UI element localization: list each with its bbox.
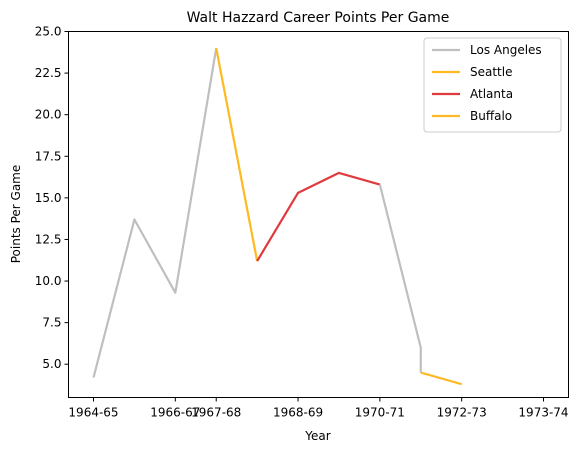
y-tick-label: 17.5 [35,149,62,163]
legend-box [423,37,562,133]
y-axis: 5.0 7.5 10.0 12.5 15.0 17.5 20.0 22.5 25.0 [35,25,69,371]
legend-label: Seattle [470,65,512,79]
x-tick-label: 1972-73 [437,406,487,420]
x-tick-label: 1970-71 [355,406,405,420]
plot-frame [68,31,569,398]
x-tick-label: 1967-68 [191,406,241,420]
y-tick-label: 7.5 [42,316,61,330]
y-tick-label: 22.5 [35,66,62,80]
legend-label: Los Angeles [470,43,542,57]
y-tick-label: 20.0 [35,108,62,122]
series-line-atlanta [256,171,381,262]
chart-title: Walt Hazzard Career Points Per Game [187,10,450,26]
x-tick-label: 1964-65 [68,406,118,420]
y-tick-label: 5.0 [42,357,61,371]
y-axis-label: Points Per Game [9,165,23,264]
legend: Los Angeles Seattle Atlanta Buffalo [423,37,562,133]
series-line-seattle [215,47,259,262]
x-axis-label: Year [304,429,330,443]
x-tick-label: 1966-67 [150,406,200,420]
legend-label: Atlanta [470,87,513,101]
series-line-los-angeles [92,47,218,378]
legend-label: Buffalo [470,109,512,123]
series-line-los-angeles-segment-2 [378,184,422,373]
x-tick-label: 1968-69 [273,406,323,420]
y-tick-label: 25.0 [35,25,62,39]
x-tick-label: 1973-74 [518,406,568,420]
y-tick-label: 15.0 [35,191,62,205]
y-tick-label: 10.0 [35,274,62,288]
plot-lines [92,47,462,386]
series-line-buffalo [420,371,462,386]
y-tick-label: 12.5 [35,232,62,246]
